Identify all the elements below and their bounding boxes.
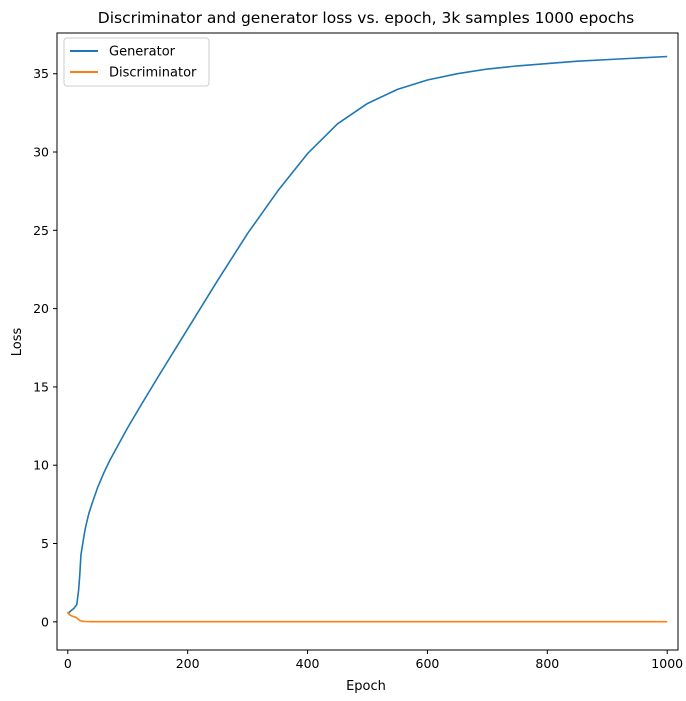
x-axis-label: Epoch [346,679,386,694]
legend-entry-generator: Generator [70,45,176,60]
series-layer [67,55,668,623]
plot-frame [56,32,679,651]
x-tick-label: 600 [416,656,440,671]
y-axis: 0 5 10 15 20 25 30 35 [33,66,57,629]
y-axis-label: Loss [10,328,25,357]
chart-title: Discriminator and generator loss vs. epo… [98,9,634,27]
x-axis: 0 200 400 600 800 1000 [64,650,683,671]
legend: Generator Discriminator [63,37,210,87]
y-tick-label: 15 [33,379,49,394]
x-tick-label: 200 [176,656,200,671]
x-tick-label: 400 [296,656,320,671]
y-tick-label: 35 [33,66,49,81]
legend-label-generator: Generator [109,45,176,60]
y-tick-label: 30 [33,145,49,160]
legend-box [63,37,210,87]
series-line-discriminator [67,611,668,623]
series-line-generator [67,55,668,615]
y-tick-label: 0 [41,614,49,629]
legend-label-discriminator: Discriminator [109,66,197,81]
y-tick-label: 20 [33,301,49,316]
x-tick-label: 800 [535,656,559,671]
y-tick-label: 25 [33,223,49,238]
legend-entry-discriminator: Discriminator [70,66,197,81]
plot-area [56,32,679,651]
y-tick-label: 10 [33,458,49,473]
x-tick-label: 0 [64,656,72,671]
x-tick-label: 1000 [651,656,683,671]
y-tick-label: 5 [41,536,49,551]
